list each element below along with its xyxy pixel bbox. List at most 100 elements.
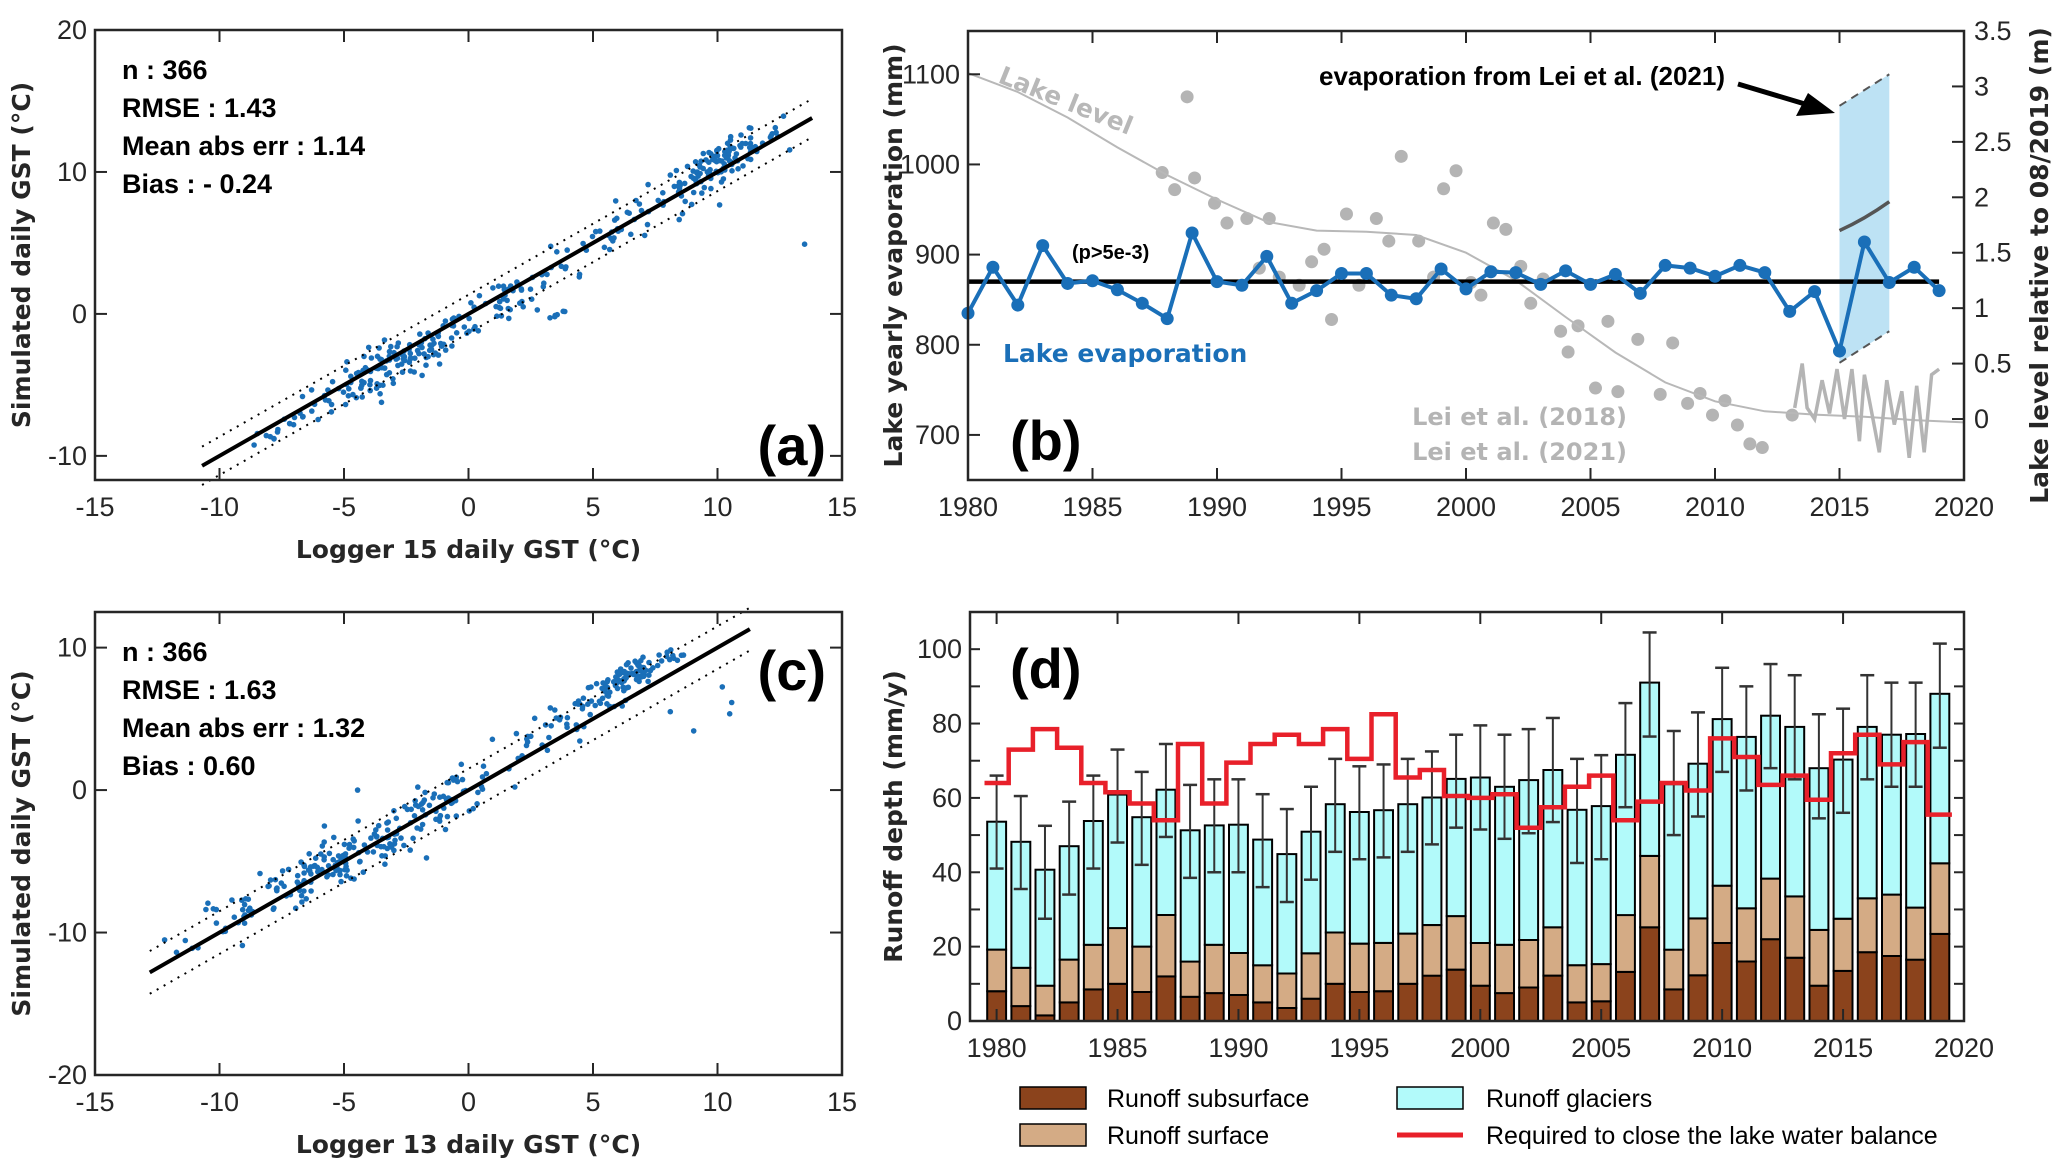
bar-runoff-subsurface [1300,997,1322,1023]
lei2018-point [1305,255,1319,269]
y-tick-label: 700 [915,420,960,450]
scatter-point [436,361,443,367]
scatter-point [359,394,366,400]
scatter-point [416,350,422,357]
x-tick-label: 1995 [1311,492,1371,522]
evaporation-point [1135,296,1149,310]
scatter-point [506,315,512,322]
x-tick-label: 1990 [1187,492,1247,522]
panel-c-stat-n: n : 366 [122,637,208,667]
evaporation-point [1808,285,1822,299]
evaporation-point [1783,304,1797,318]
scatter-point [433,816,439,823]
scatter-point [391,847,397,854]
scatter-point [495,283,502,290]
bar-runoff-surface [1929,862,1951,935]
evaporation-point [1434,262,1448,276]
y-right-tick-label: 3 [1974,71,1989,101]
bar-runoff-subsurface [1058,1001,1080,1023]
scatter-point [342,851,349,857]
scatter-point [638,657,644,664]
bar-runoff-subsurface [1203,992,1225,1022]
lei2018-point [1382,234,1396,248]
x-tick-label: 2000 [1436,492,1496,522]
scatter-point [768,133,774,139]
evaporation-point [1260,249,1274,263]
scatter-point [241,901,248,908]
scatter-point [371,831,378,837]
scatter-point [548,723,554,729]
scatter-point [638,207,645,214]
lei2018-point [1486,216,1500,230]
scatter-point [392,837,398,844]
bar-runoff-surface [1397,932,1419,985]
scatter-point [688,173,694,180]
scatter-point [307,868,313,874]
scatter-point [699,190,705,196]
panel-b-lake-level-label: Lake level [995,61,1137,141]
scatter-point [490,285,496,291]
scatter-point [534,307,541,313]
bar-runoff-surface [1735,907,1757,963]
scatter-point [601,244,608,251]
panel-d-stacked-bar: 1980 1985 1990 1995 2000 2005 2010 2015 2020 0 20 4… [879,610,1994,1063]
scatter-point [444,813,451,820]
scatter-point [430,795,436,801]
x-tick-label: 2000 [1450,1033,1510,1063]
panel-a-plot-layer [201,97,814,486]
evaporation-point [1857,235,1871,249]
evaporation-point [1534,277,1548,291]
lei2018-point [1743,437,1757,451]
scatter-point [361,842,368,848]
evaporation-point [1833,344,1846,358]
scatter-point [340,389,347,396]
scatter-point [294,872,301,879]
legend-label-required: Required to close the lake water balance [1486,1122,1938,1150]
bar-runoff-surface [1252,964,1274,1004]
evaporation-point [1559,264,1573,278]
scatter-point [407,356,414,362]
scatter-point [786,147,793,153]
scatter-point [607,689,613,695]
scatter-point [671,183,678,190]
bar-runoff-surface [1784,895,1806,959]
scatter-point [182,937,189,944]
scatter-point [239,906,246,913]
bar-runoff-surface [1348,942,1370,994]
scatter-point [442,826,449,833]
bar-runoff-surface [1905,906,1927,961]
scatter-point [380,382,386,389]
scatter-point [592,228,599,235]
bar-runoff-subsurface [1808,984,1830,1023]
lei2018-point [1188,171,1202,185]
bar-runoff-subsurface [1445,968,1467,1023]
x-tick-label: -15 [75,1087,114,1117]
scatter-point [315,416,321,423]
scatter-point [719,158,725,164]
legend-label-subsurface: Runoff subsurface [1107,1085,1309,1113]
scatter-point [274,885,280,891]
scatter-point [453,330,460,336]
scatter-point [445,779,452,786]
scatter-point [213,920,220,926]
x-tick-label: 2005 [1560,492,1620,522]
evaporation-point [1335,267,1348,281]
scatter-point [638,674,645,680]
scatter-point [459,776,466,783]
y-right-tick-label: 0 [1974,404,1989,434]
scatter-point [287,420,293,427]
evaporation-point [1086,274,1099,288]
bar-runoff-subsurface [1494,992,1515,1022]
panel-c-plot-layer [148,606,751,995]
x-tick-label: 1980 [967,1033,1027,1063]
scatter-point [419,807,426,813]
y-right-tick-label: 2 [1974,182,1989,212]
bar-runoff-subsurface [1881,954,1902,1023]
bar-runoff-surface [1107,927,1128,985]
scatter-point [329,378,336,385]
scatter-point [576,274,583,280]
panel-d-letter: (d) [1010,637,1082,700]
panel-c-ticks: -15 -10 -5 0 5 10 15 -20 -10 0 10 [48,612,857,1117]
scatter-point [359,382,365,389]
scatter-point [617,669,623,675]
